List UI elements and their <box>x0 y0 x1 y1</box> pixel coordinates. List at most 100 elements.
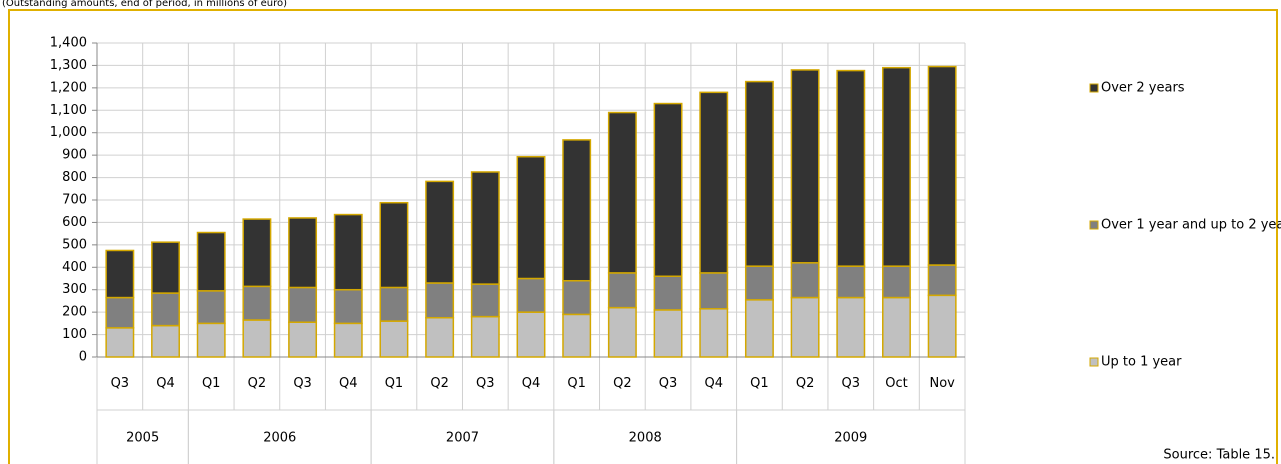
y-tick-label: 300 <box>62 282 87 297</box>
x-tick-label: Q3 <box>111 376 130 391</box>
bar-segment <box>242 285 272 321</box>
bar-segment <box>151 324 180 358</box>
bar-segment <box>425 317 455 358</box>
bar-segment <box>607 306 637 358</box>
bar-segment <box>699 272 729 310</box>
bar-segment <box>836 296 866 358</box>
bar-segment <box>653 102 683 278</box>
bar-segment <box>744 299 774 358</box>
bar-segment <box>470 171 500 285</box>
chart-subtitle: (Outstanding amounts, end of period, in … <box>2 0 287 9</box>
y-tick-label: 600 <box>62 215 87 230</box>
x-tick-label: Q1 <box>567 376 586 391</box>
x-tick-label: Q3 <box>476 376 495 391</box>
frame <box>8 9 1278 464</box>
x-tick-label: Q1 <box>385 376 404 391</box>
y-tick-label: 800 <box>62 170 87 185</box>
y-tick-label: 700 <box>62 193 87 208</box>
bar-segment <box>790 69 820 264</box>
bar-segment <box>105 327 135 358</box>
x-tick-label: Q2 <box>796 376 815 391</box>
bar-segment <box>607 111 637 274</box>
bar-segment <box>653 309 683 358</box>
bar-segment <box>790 262 820 299</box>
bar-segment <box>151 292 180 327</box>
bar-segment <box>836 265 866 299</box>
bar-segment <box>151 241 180 294</box>
bar-segment <box>790 296 820 358</box>
x-group-label: 2005 <box>126 431 159 446</box>
y-tick-label: 1,000 <box>50 125 87 140</box>
bar-segment <box>607 272 637 309</box>
bar-segment <box>288 286 318 323</box>
bar-segment <box>562 279 592 316</box>
bar-segment <box>425 282 455 319</box>
bar-segment <box>242 218 272 288</box>
y-tick-label: 500 <box>62 237 87 252</box>
y-tick-label: 100 <box>62 327 87 342</box>
x-tick-label: Q3 <box>659 376 678 391</box>
bar-segment <box>242 319 272 358</box>
y-tick-label: 1,100 <box>50 103 87 118</box>
bar-segment <box>196 290 226 325</box>
bar-segment <box>470 283 500 318</box>
x-group-label: 2006 <box>263 431 296 446</box>
bar-segment <box>516 311 546 358</box>
y-tick-label: 200 <box>62 305 87 320</box>
x-tick-label: Q4 <box>339 376 358 391</box>
y-tick-label: 1,400 <box>50 36 87 51</box>
y-tick-label: 900 <box>62 148 87 163</box>
x-tick-label: Q2 <box>613 376 632 391</box>
bar-segment <box>836 69 866 267</box>
bar-segment <box>196 322 226 358</box>
x-tick-label: Q3 <box>293 376 312 391</box>
legend-label: Over 1 year and up to 2 years <box>1101 218 1281 233</box>
bar-segment <box>744 265 774 301</box>
legend-swatch <box>1089 357 1099 367</box>
bar-segment <box>927 264 957 297</box>
x-tick-label: Q1 <box>202 376 221 391</box>
legend-label: Over 2 years <box>1101 81 1185 96</box>
x-tick-label: Oct <box>885 376 907 391</box>
bar-segment <box>379 286 409 322</box>
bar-segment <box>516 155 546 280</box>
bar-segment <box>562 139 592 282</box>
legend-swatch <box>1089 83 1099 93</box>
x-tick-label: Q4 <box>704 376 723 391</box>
y-tick-label: 1,300 <box>50 58 87 73</box>
bar-segment <box>105 296 135 329</box>
bar-segment <box>882 66 911 267</box>
x-tick-label: Q2 <box>248 376 267 391</box>
bar-segment <box>333 213 363 291</box>
x-group-label: 2007 <box>446 431 479 446</box>
bar-segment <box>379 201 409 289</box>
x-group-label: 2009 <box>834 431 867 446</box>
y-tick-label: 1,200 <box>50 80 87 95</box>
legend-label: Up to 1 year <box>1101 355 1182 370</box>
bar-segment <box>516 277 546 313</box>
bar-segment <box>653 275 683 311</box>
bar-segment <box>333 322 363 358</box>
y-tick-label: 400 <box>62 260 87 275</box>
x-tick-label: Q3 <box>842 376 861 391</box>
x-tick-label: Q4 <box>522 376 541 391</box>
bar-segment <box>470 315 500 358</box>
bar-segment <box>425 180 455 284</box>
legend-swatch <box>1089 220 1099 230</box>
bar-segment <box>333 288 363 325</box>
bar-segment <box>105 249 135 299</box>
x-tick-label: Q4 <box>156 376 175 391</box>
bar-segment <box>927 65 957 266</box>
bar-segment <box>288 217 318 289</box>
x-tick-label: Q2 <box>430 376 449 391</box>
x-tick-label: Q1 <box>750 376 769 391</box>
bar-segment <box>882 265 911 299</box>
bar-segment <box>699 91 729 274</box>
bar-segment <box>882 296 911 358</box>
bar-segment <box>699 308 729 358</box>
bar-segment <box>288 321 318 358</box>
bar-segment <box>562 313 592 358</box>
x-tick-label: Nov <box>929 376 955 391</box>
bar-segment <box>927 294 957 358</box>
